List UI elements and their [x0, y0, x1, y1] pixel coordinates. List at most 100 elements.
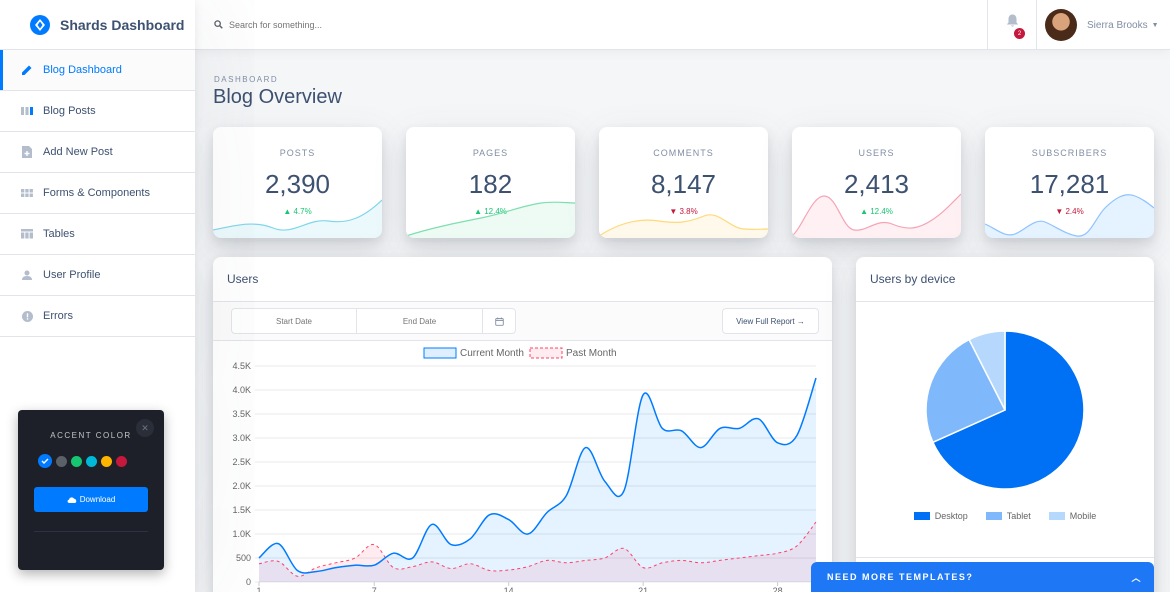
- search-input[interactable]: [229, 20, 629, 30]
- comments-sparkline: [599, 214, 768, 238]
- users-sparkline: [792, 193, 961, 238]
- stat-label: USERS: [858, 148, 895, 158]
- x-tick-label: 28: [773, 586, 783, 592]
- table-icon: [21, 228, 33, 240]
- pages-sparkline: [406, 201, 575, 238]
- error-icon: [21, 310, 33, 322]
- sidebar-item-label: Blog Dashboard: [43, 64, 122, 76]
- sidebar-item-blog-dashboard[interactable]: Blog Dashboard: [0, 50, 195, 91]
- swatch-success[interactable]: [71, 455, 82, 467]
- user-name: Sierra Brooks: [1087, 19, 1148, 31]
- x-tick-label: 21: [638, 586, 648, 592]
- stat-card-posts: POSTS 2,390 ▲ 4.7%: [213, 127, 382, 238]
- pie-slice-desktop[interactable]: [931, 330, 1085, 490]
- swatch-secondary[interactable]: [56, 455, 67, 467]
- need-more-templates-bar[interactable]: NEED MORE TEMPLATES? ︿: [811, 562, 1154, 592]
- swatch-info[interactable]: [86, 455, 97, 467]
- card-divider: [856, 557, 1154, 558]
- x-tick-label: 1: [256, 586, 261, 592]
- stat-value: 8,147: [650, 169, 717, 199]
- stat-value: 182: [468, 169, 513, 199]
- swatch-primary-selected[interactable]: [38, 454, 52, 468]
- subscribers-sparkline: [985, 194, 1154, 238]
- stat-change: ▲ 12.4%: [474, 207, 507, 216]
- y-tick-label: 1.0K: [232, 529, 251, 539]
- columns-icon: [21, 105, 33, 117]
- brand[interactable]: Shards Dashboard: [0, 0, 195, 50]
- y-tick-label: 2.5K: [232, 457, 251, 467]
- stat-value: 2,390: [264, 169, 331, 199]
- end-date-input[interactable]: [357, 309, 482, 333]
- y-tick-label: 1.5K: [232, 505, 251, 515]
- sidebar-item-errors[interactable]: Errors: [0, 296, 195, 337]
- close-icon[interactable]: ✕: [136, 419, 154, 437]
- pie-legend: Desktop Tablet Mobile: [856, 511, 1154, 521]
- sidebar-item-forms-components[interactable]: Forms & Components: [0, 173, 195, 214]
- accent-color-panel: ✕ ACCENT COLOR Download: [18, 410, 164, 570]
- stat-label: COMMENTS: [653, 148, 714, 158]
- note-add-icon: [21, 146, 33, 158]
- device-card-title: Users by device: [856, 257, 1154, 302]
- search-bar: [195, 0, 990, 50]
- sidebar-item-tables[interactable]: Tables: [0, 214, 195, 255]
- sidebar-item-label: Blog Posts: [43, 105, 96, 117]
- date-range: [231, 308, 516, 334]
- y-tick-label: 2.0K: [232, 481, 251, 491]
- start-date-input[interactable]: [232, 309, 357, 333]
- x-tick-label: 7: [372, 586, 377, 592]
- sidebar-item-user-profile[interactable]: User Profile: [0, 255, 195, 296]
- legend-item-tablet: Tablet: [985, 511, 1031, 521]
- view-full-report-button[interactable]: View Full Report →: [722, 308, 819, 334]
- y-tick-label: 4.5K: [232, 361, 251, 371]
- arrow-down-icon: ▼: [669, 207, 680, 216]
- user-menu[interactable]: Sierra Brooks ▼: [1045, 0, 1170, 50]
- sidebar-item-label: Errors: [43, 310, 73, 322]
- stat-value: 17,281: [1029, 169, 1110, 199]
- cloud-icon: [67, 497, 76, 503]
- users-by-device-card: Users by device Desktop Tablet Mobile: [856, 257, 1154, 592]
- calendar-icon[interactable]: [482, 309, 515, 333]
- top-navbar: 2 Sierra Brooks ▼: [195, 0, 1170, 50]
- download-button[interactable]: Download: [34, 487, 148, 512]
- search-icon: [214, 16, 223, 34]
- current-month-area: [259, 378, 816, 582]
- arrow-up-icon: ▲: [860, 207, 871, 216]
- x-tick-label: 14: [504, 586, 514, 592]
- accent-title: ACCENT COLOR: [50, 431, 132, 440]
- swatch-warning[interactable]: [101, 455, 112, 467]
- swatch-danger[interactable]: [116, 455, 127, 467]
- stat-label: PAGES: [472, 148, 509, 158]
- legend-past-label: Past Month: [566, 348, 617, 359]
- brand-title: Shards Dashboard: [60, 16, 185, 33]
- stat-change: ▼ 2.4%: [1055, 207, 1084, 216]
- legend-current-swatch: [423, 347, 457, 359]
- sidebar-item-blog-posts[interactable]: Blog Posts: [0, 91, 195, 132]
- legend-past-swatch: [529, 347, 563, 359]
- sidebar-item-label: Forms & Components: [43, 187, 150, 199]
- notification-badge: 2: [1014, 28, 1025, 39]
- posts-sparkline: [213, 199, 382, 238]
- chevron-up-icon: ︿: [1131, 573, 1142, 583]
- pie-slice-tablet[interactable]: [925, 338, 1007, 444]
- legend-current-label: Current Month: [460, 348, 524, 359]
- users-line-chart: 0 500 1.0K 1.5K 2.0K 2.5K 3.0K 3.5K 4.0K 4.5K 1 7 14…: [232, 347, 817, 592]
- stat-label: SUBSCRIBERS: [1031, 148, 1108, 158]
- stat-label: POSTS: [279, 148, 316, 158]
- pie-slice-mobile[interactable]: [968, 330, 1006, 411]
- legend-item-mobile: Mobile: [1048, 511, 1096, 521]
- check-icon: [41, 458, 49, 464]
- sidebar-item-add-new-post[interactable]: Add New Post: [0, 132, 195, 173]
- stat-card-pages: PAGES 182 ▲ 12.4%: [406, 127, 575, 238]
- stat-card-users: USERS 2,413 ▲ 12.4%: [792, 127, 961, 238]
- divider: [34, 531, 148, 532]
- page-title: Blog Overview: [213, 86, 342, 108]
- users-card: Users View Full Report → 0 500 1.0K 1.5K 2.0…: [213, 257, 832, 592]
- sidebar-item-label: Tables: [43, 228, 75, 240]
- notifications-button[interactable]: 2: [987, 0, 1037, 50]
- color-swatches: [38, 454, 131, 468]
- arrow-up-icon: ▲: [283, 207, 294, 216]
- past-month-line: [258, 521, 817, 577]
- legend-item-desktop: Desktop: [913, 511, 968, 521]
- bell-icon: [1006, 14, 1019, 33]
- stat-change: ▼ 3.8%: [669, 207, 698, 216]
